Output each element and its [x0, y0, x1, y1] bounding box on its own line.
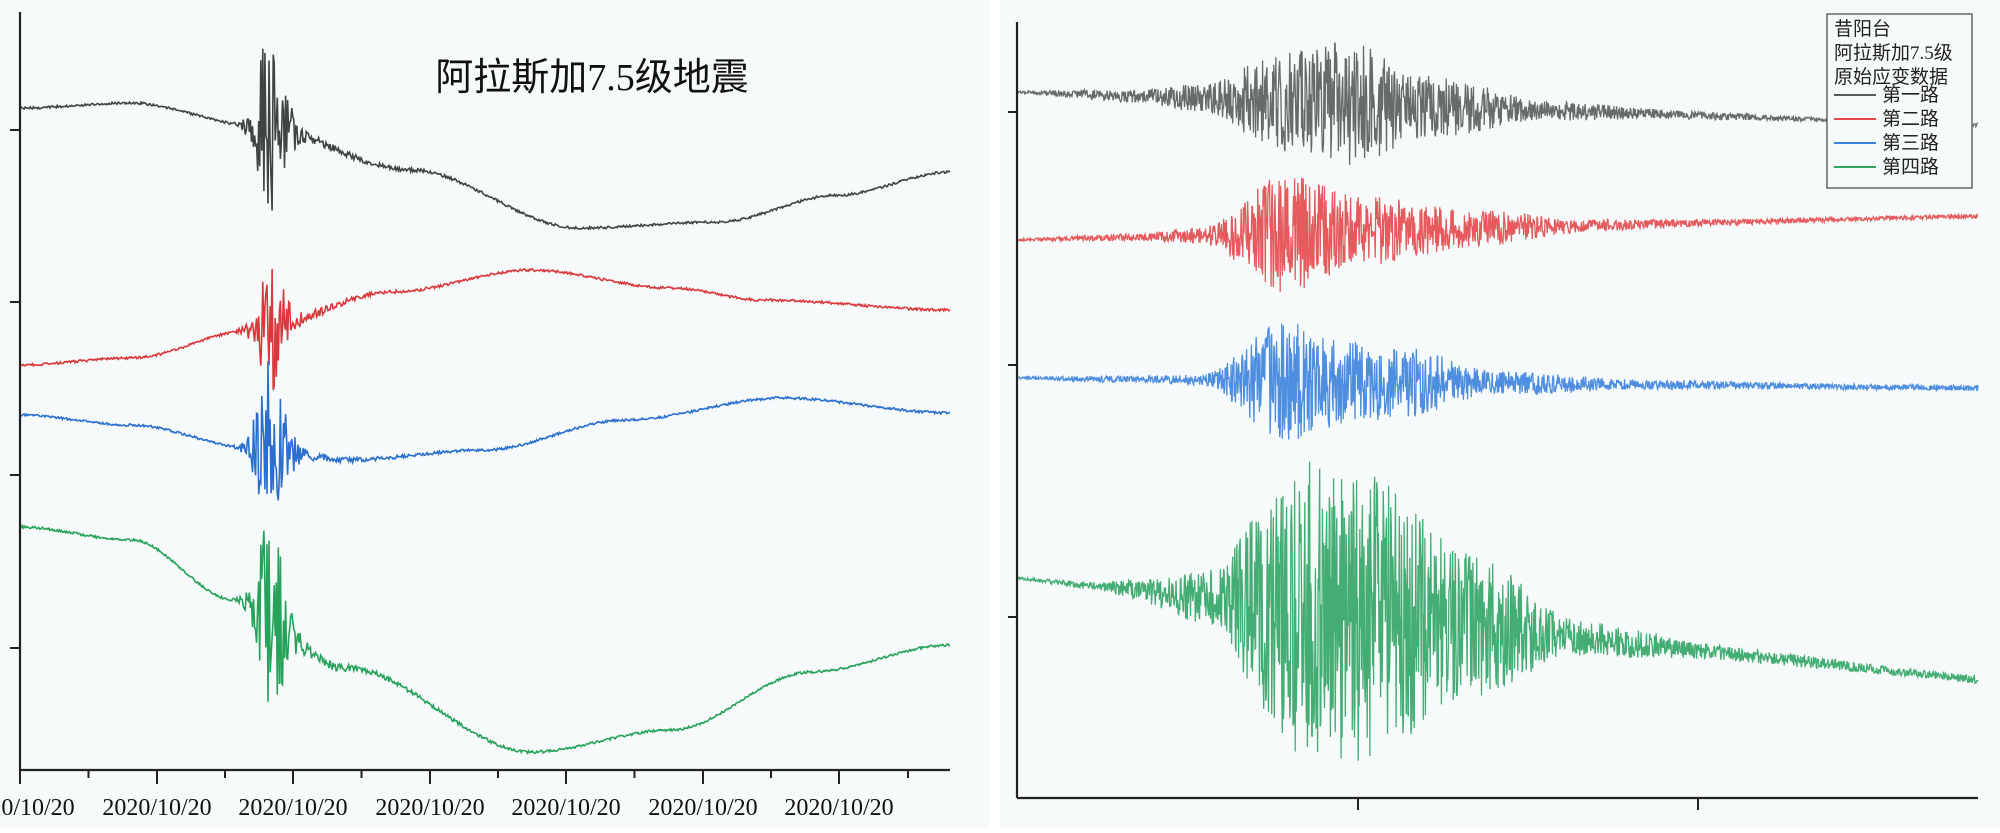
legend-label-2: 第二路 [1882, 108, 1939, 130]
right-series-line-2 [1016, 177, 1979, 292]
left-series-line-4 [19, 524, 950, 755]
legend-box [1826, 13, 1973, 189]
left-y-ticks [10, 129, 20, 649]
left-series-line-3 [19, 360, 951, 501]
legend-title-line-3: 原始应变数据 [1834, 66, 1948, 88]
left-x-ticks: 2020/10/20 2020/10/20 2020/10/20 2020/10/20… [0, 770, 909, 821]
left-x-tick-label-5: 2020/10/20 [511, 795, 620, 821]
left-chart: 阿拉斯加7.5级地震 2020/10/202020/10/202020/10/2… [0, 0, 990, 828]
legend-label-1: 第一路 [1882, 84, 1939, 106]
left-x-tick-label-4: 2020/10/20 [375, 795, 484, 821]
legend-label-3: 第三路 [1882, 132, 1939, 154]
right-series-line-3 [1016, 323, 1979, 440]
left-x-tick-label-3: 2020/10/20 [238, 795, 347, 821]
legend-title-line-1: 昔阳台 [1834, 18, 1891, 40]
left-series-line-1 [20, 48, 951, 231]
left-chart-title: 阿拉斯加7.5级地震 [435, 57, 749, 99]
left-x-tick-label-7: 2020/10/20 [784, 795, 893, 821]
left-chart-background [0, 0, 990, 828]
right-series-group [1016, 42, 1979, 761]
left-series-line-2 [19, 267, 951, 391]
legend-title-line-2: 阿拉斯加7.5级 [1834, 42, 1953, 64]
right-y-ticks [1008, 111, 1017, 618]
left-series-group [19, 48, 951, 755]
left-x-tick-label-1: 2020/10/20 [0, 795, 75, 821]
right-series-line-4 [1016, 461, 1979, 761]
right-x-ticks [1357, 798, 1699, 810]
right-series-line-1 [1016, 42, 1978, 165]
legend-label-4: 第四路 [1882, 156, 1939, 178]
left-x-tick-label-2: 2020/10/20 [102, 795, 211, 821]
left-x-tick-label-6: 2020/10/20 [648, 795, 757, 821]
